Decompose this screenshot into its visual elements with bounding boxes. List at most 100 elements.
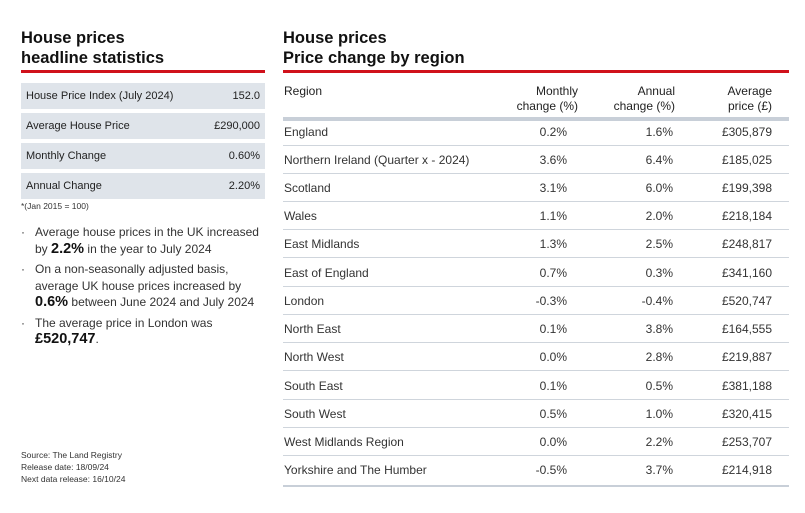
cell-price: £520,747 [721, 294, 772, 308]
stat-value: £290,000 [214, 120, 260, 132]
header-divider [283, 117, 789, 121]
column-header-annual: Annual change (%) [614, 84, 675, 114]
footnote: *(Jan 2015 = 100) [21, 201, 89, 211]
header-line: change (%) [516, 99, 578, 113]
cell-annual: 3.8% [645, 322, 673, 336]
bullet-text: On a non-seasonally adjusted basis, aver… [35, 262, 242, 293]
table-row: London -0.3% -0.4% £520,747 [283, 287, 789, 315]
stat-label: Monthly Change [26, 150, 107, 162]
cell-monthly: 1.3% [539, 237, 567, 251]
bullet-highlight: 2.2% [51, 240, 85, 257]
cell-monthly: -0.5% [535, 463, 567, 477]
next-release-date: Next data release: 16/10/24 [21, 474, 126, 484]
title-line: Price change by region [283, 49, 465, 67]
cell-monthly: 0.0% [539, 435, 567, 449]
cell-monthly: 0.0% [539, 350, 567, 364]
cell-monthly: 0.7% [539, 266, 567, 280]
bullet-highlight: 0.6% [35, 294, 69, 310]
cell-price: £218,184 [721, 209, 772, 223]
bullet-text: Average house prices in the UK increased… [35, 225, 259, 256]
table-row: South West 0.5% 1.0% £320,415 [283, 400, 789, 428]
cell-region: North East [284, 322, 341, 336]
cell-annual: 6.0% [645, 181, 673, 195]
bullet-highlight: £520,747 [35, 331, 96, 347]
table-row: West Midlands Region 0.0% 2.2% £253,707 [283, 428, 789, 456]
table-row: South East 0.1% 0.5% £381,188 [283, 372, 789, 400]
title-divider [21, 70, 265, 73]
stat-row-average-price: Average House Price £290,000 [21, 113, 265, 139]
cell-price: £381,188 [721, 379, 772, 393]
cell-region: East of England [284, 266, 369, 280]
headline-statistics-title: House prices headline statistics [21, 28, 164, 68]
column-header-price: Average price (£) [728, 84, 772, 114]
table-row: East of England 0.7% 0.3% £341,160 [283, 259, 789, 287]
bullet-text: . [95, 332, 99, 346]
cell-monthly: 0.5% [539, 407, 567, 421]
cell-region: England [284, 125, 329, 139]
bullet-text: between June 2024 and July 2024 [68, 295, 255, 309]
stat-row-hpi: House Price Index (July 2024) 152.0 [21, 83, 265, 109]
cell-annual: 2.8% [645, 350, 673, 364]
bullet-text: in the year to July 2024 [84, 241, 212, 256]
cell-price: £320,415 [721, 407, 772, 421]
cell-annual: -0.4% [641, 294, 673, 308]
stat-row-annual-change: Annual Change 2.20% [21, 173, 265, 199]
stat-label: Annual Change [26, 180, 102, 192]
header-line: change (%) [613, 99, 675, 113]
bullet-text: The average price in London was [35, 315, 213, 330]
stat-value: 0.60% [228, 150, 260, 162]
cell-monthly: 3.6% [539, 153, 567, 167]
summary-bullets: · Average house prices in the UK increase… [21, 224, 266, 352]
table-row: Northern Ireland (Quarter x - 2024) 3.6%… [283, 146, 789, 174]
header-line: price (£) [727, 99, 772, 113]
bullet-item: · The average price in London was £520,74… [21, 315, 266, 348]
cell-annual: 6.4% [645, 153, 673, 167]
cell-monthly: 3.1% [539, 181, 567, 195]
cell-annual: 0.5% [645, 379, 673, 393]
cell-monthly: 0.1% [539, 379, 567, 393]
price-change-title: House prices Price change by region [283, 28, 465, 68]
cell-region: South West [284, 407, 346, 421]
bullet-item: · On a non-seasonally adjusted basis, ave… [21, 261, 266, 311]
column-header-monthly: Monthly change (%) [517, 84, 578, 114]
cell-region: North West [284, 350, 344, 364]
header-line: Monthly [535, 84, 578, 98]
cell-price: £164,555 [721, 322, 772, 336]
cell-region: Scotland [284, 181, 331, 195]
column-header-region: Region [284, 84, 323, 98]
cell-region: Wales [284, 209, 317, 223]
cell-price: £341,160 [721, 266, 772, 280]
bullet-item: · Average house prices in the UK increase… [21, 224, 266, 257]
table-row: North West 0.0% 2.8% £219,887 [283, 343, 789, 371]
cell-price: £248,817 [721, 237, 772, 251]
cell-price: £199,398 [721, 181, 772, 195]
header-line: Average [727, 84, 772, 98]
cell-annual: 2.2% [645, 435, 673, 449]
table-row: England 0.2% 1.6% £305,879 [283, 118, 789, 146]
cell-region: Northern Ireland (Quarter x - 2024) [284, 153, 470, 167]
cell-annual: 2.0% [645, 209, 673, 223]
cell-price: £214,918 [721, 463, 772, 477]
cell-region: London [284, 294, 325, 308]
cell-monthly: 0.1% [539, 322, 567, 336]
bullet-dot-icon: · [21, 225, 25, 239]
cell-annual: 0.3% [645, 266, 673, 280]
bullet-dot-icon: · [21, 262, 25, 276]
cell-annual: 1.6% [645, 125, 673, 139]
table-row: Scotland 3.1% 6.0% £199,398 [283, 174, 789, 202]
cell-price: £219,887 [721, 350, 772, 364]
table-row: Yorkshire and The Humber -0.5% 3.7% £214… [283, 456, 789, 484]
table-row: Wales 1.1% 2.0% £218,184 [283, 202, 789, 230]
table-row: North East 0.1% 3.8% £164,555 [283, 315, 789, 343]
stat-label: Average House Price [26, 120, 130, 132]
cell-price: £305,879 [721, 125, 772, 139]
cell-region: South East [284, 379, 343, 393]
cell-annual: 3.7% [645, 463, 673, 477]
source-text: Source: The Land Registry [21, 450, 122, 460]
cell-monthly: 1.1% [539, 209, 567, 223]
cell-price: £253,707 [721, 435, 772, 449]
stat-label: House Price Index (July 2024) [26, 90, 174, 102]
cell-price: £185,025 [721, 153, 772, 167]
table-bottom-divider [283, 485, 789, 487]
cell-monthly: -0.3% [535, 294, 567, 308]
